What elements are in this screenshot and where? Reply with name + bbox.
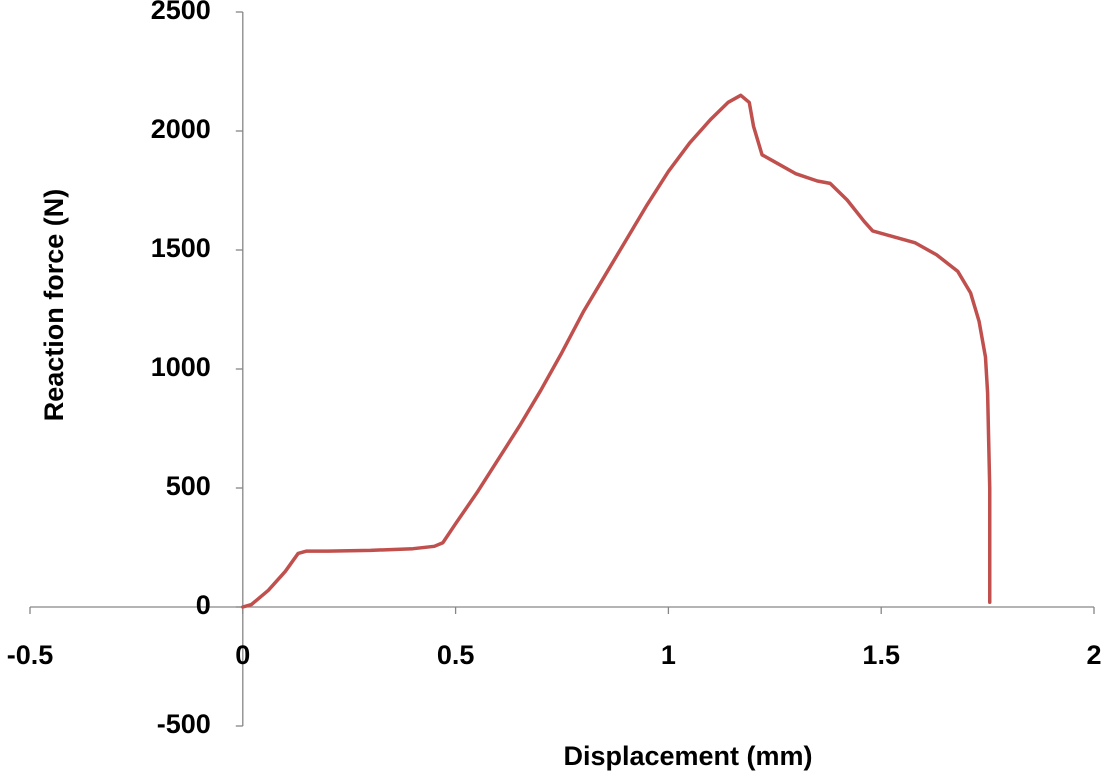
x-tick-label: 1.5 (862, 640, 900, 670)
y-tick-label: 1500 (151, 233, 211, 263)
data-line (241, 93, 992, 609)
y-tick-label: 2500 (151, 0, 211, 25)
y-tick-label: 500 (166, 471, 211, 501)
x-tick-label: 1 (661, 640, 676, 670)
x-tick-label: 0.5 (437, 640, 475, 670)
y-tick-label: 1000 (151, 352, 211, 382)
y-tick-label: -500 (157, 709, 211, 739)
x-tick-label: 2 (1086, 640, 1101, 670)
x-tick-label: -0.5 (7, 640, 54, 670)
y-tick-label: 0 (196, 590, 211, 620)
y-axis-label: Reaction force (N) (39, 189, 69, 422)
y-tick-label: 2000 (151, 114, 211, 144)
x-tick-label: 0 (235, 640, 250, 670)
x-axis-label: Displacement (mm) (563, 741, 812, 771)
